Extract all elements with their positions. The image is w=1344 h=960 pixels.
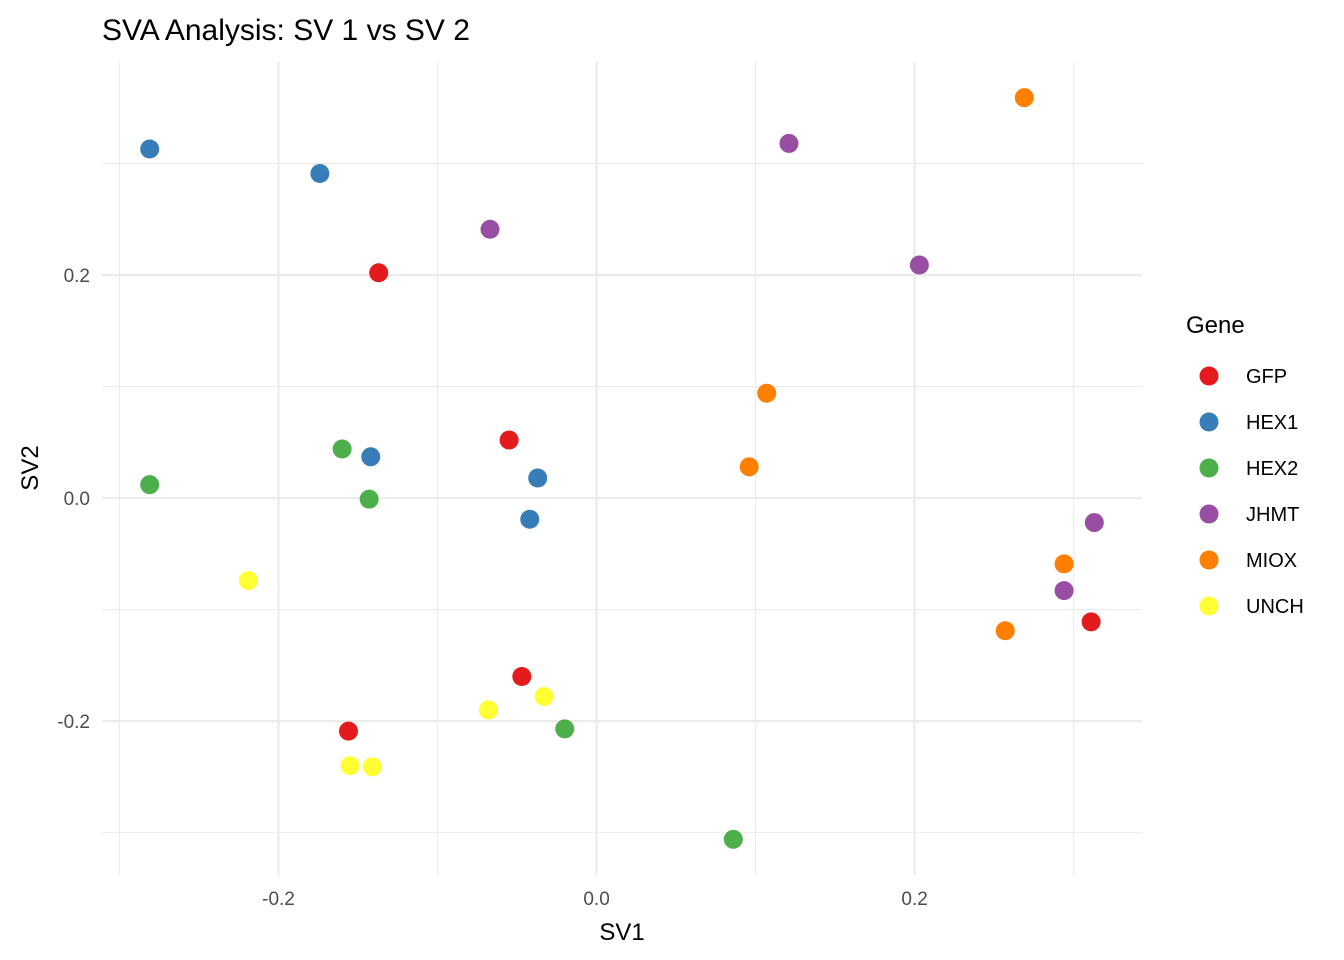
- gridlines: [102, 62, 1142, 875]
- data-point-gfp: [499, 430, 519, 450]
- data-point-hex2: [555, 719, 575, 739]
- data-point-hex1: [520, 509, 540, 529]
- data-point-hex1: [528, 468, 548, 488]
- legend-label: HEX1: [1246, 412, 1298, 434]
- data-point-hex2: [140, 475, 160, 495]
- x-axis-label: SV1: [599, 919, 644, 946]
- x-tick-label: 0.0: [583, 889, 609, 910]
- data-point-jhmt: [480, 219, 500, 239]
- data-point-miox: [757, 383, 777, 403]
- data-point-unch: [478, 700, 498, 720]
- x-tick-label: 0.2: [901, 889, 927, 910]
- data-point-miox: [995, 621, 1015, 641]
- data-point-hex1: [310, 164, 330, 184]
- data-point-jhmt: [1084, 513, 1104, 533]
- data-point-gfp: [338, 721, 358, 741]
- data-point-miox: [739, 457, 759, 477]
- data-point-jhmt: [909, 255, 929, 275]
- legend-key-hex1: [1199, 412, 1219, 432]
- data-point-gfp: [1081, 612, 1101, 632]
- data-point-hex2: [723, 829, 743, 849]
- legend-key-miox: [1199, 550, 1219, 570]
- data-point-miox: [1014, 88, 1034, 108]
- data-point-jhmt: [1054, 581, 1074, 601]
- data-point-hex1: [140, 139, 160, 159]
- legend-key-hex2: [1199, 458, 1219, 478]
- legend-label: GFP: [1246, 366, 1287, 388]
- data-points: [140, 88, 1104, 849]
- y-tick-label: 0.0: [64, 489, 90, 510]
- y-tick-label: -0.2: [57, 712, 90, 733]
- legend: Gene GFP HEX1 HEX2 JHMT MIOX UNCH: [1186, 312, 1304, 618]
- data-point-jhmt: [779, 133, 799, 153]
- data-point-miox: [1054, 554, 1074, 574]
- legend-key-unch: [1199, 596, 1219, 616]
- legend-key-jhmt: [1199, 504, 1219, 524]
- data-point-unch: [362, 757, 382, 777]
- y-axis-label: SV2: [17, 445, 44, 490]
- legend-label: UNCH: [1246, 596, 1304, 618]
- legend-label: MIOX: [1246, 550, 1297, 572]
- data-point-gfp: [512, 666, 532, 686]
- data-point-hex2: [359, 489, 379, 509]
- y-tick-label: 0.2: [64, 266, 90, 287]
- legend-label: JHMT: [1246, 504, 1299, 526]
- x-tick-label: -0.2: [262, 889, 295, 910]
- legend-label: HEX2: [1246, 458, 1298, 480]
- data-point-unch: [238, 571, 258, 591]
- data-point-hex1: [361, 447, 381, 467]
- tick-labels: -0.2 0.0 0.2 -0.2 0.0 0.2: [57, 266, 928, 910]
- legend-title: Gene: [1186, 312, 1245, 339]
- data-point-unch: [340, 756, 360, 776]
- data-point-unch: [534, 687, 554, 707]
- chart-title: SVA Analysis: SV 1 vs SV 2: [102, 14, 470, 47]
- data-point-gfp: [369, 263, 389, 283]
- data-point-hex2: [332, 439, 352, 459]
- legend-key-gfp: [1199, 366, 1219, 386]
